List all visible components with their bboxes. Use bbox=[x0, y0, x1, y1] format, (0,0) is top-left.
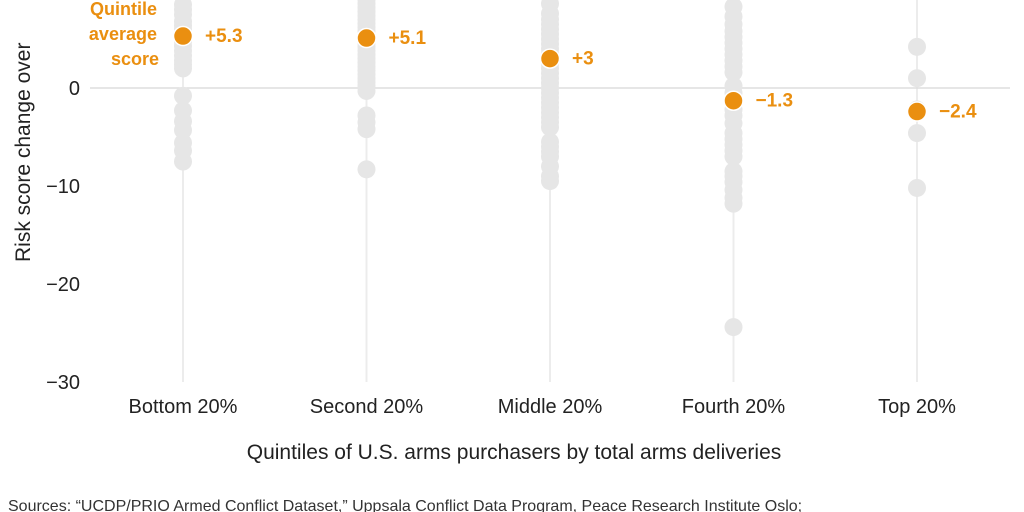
y-tick-label: 0 bbox=[69, 78, 80, 100]
data-point bbox=[174, 59, 192, 78]
average-label: +3 bbox=[572, 49, 594, 70]
data-point bbox=[357, 160, 376, 179]
y-tick-label: −20 bbox=[46, 274, 80, 296]
average-marker bbox=[356, 27, 377, 49]
category-label: Middle 20% bbox=[498, 396, 603, 418]
legend-line-2: average bbox=[89, 24, 157, 44]
average-label: −1.3 bbox=[756, 91, 794, 112]
category-label: Second 20% bbox=[310, 396, 424, 418]
y-tick-label: −30 bbox=[46, 372, 80, 394]
data-point bbox=[908, 124, 926, 143]
data-point bbox=[724, 318, 743, 337]
data-point bbox=[908, 37, 926, 56]
category-label: Top 20% bbox=[878, 396, 956, 418]
average-marker bbox=[172, 25, 194, 47]
data-point bbox=[541, 118, 559, 137]
data-point bbox=[174, 152, 192, 171]
y-axis-title: Risk score change over bbox=[12, 43, 35, 262]
average-label: +5.1 bbox=[389, 28, 427, 49]
data-point bbox=[724, 147, 743, 166]
data-point bbox=[357, 81, 376, 100]
data-point bbox=[541, 172, 559, 191]
category-labels: Bottom 20% Second 20% Middle 20% Fourth 20%… bbox=[129, 396, 957, 418]
legend-line-3: score bbox=[111, 49, 159, 69]
data-point bbox=[174, 86, 192, 105]
data-point bbox=[724, 63, 743, 82]
category-label: Fourth 20% bbox=[682, 396, 786, 418]
average-markers: +5.3 +5.1 +3 −1.3 −2.4 bbox=[172, 25, 977, 123]
x-axis-title: Quintiles of U.S. arms purchasers by tot… bbox=[247, 441, 782, 464]
average-label: +5.3 bbox=[205, 26, 243, 47]
legend-quintile-average-score: Quintile average score bbox=[89, 0, 162, 69]
data-point bbox=[724, 194, 743, 213]
data-point bbox=[357, 120, 376, 139]
average-marker bbox=[906, 101, 928, 122]
data-point bbox=[908, 178, 926, 197]
y-tick-label: −10 bbox=[46, 176, 80, 198]
legend-line-1: Quintile bbox=[90, 0, 157, 19]
data-point bbox=[174, 121, 192, 140]
data-point bbox=[908, 69, 926, 88]
average-marker bbox=[723, 90, 744, 111]
category-label: Bottom 20% bbox=[129, 396, 238, 418]
source-note: Sources: “UCDP/PRIO Armed Conflict Datas… bbox=[8, 498, 802, 512]
y-tick-labels: 0 −10 −20 −30 bbox=[46, 78, 80, 394]
average-label: −2.4 bbox=[939, 102, 977, 123]
average-marker bbox=[539, 48, 561, 69]
